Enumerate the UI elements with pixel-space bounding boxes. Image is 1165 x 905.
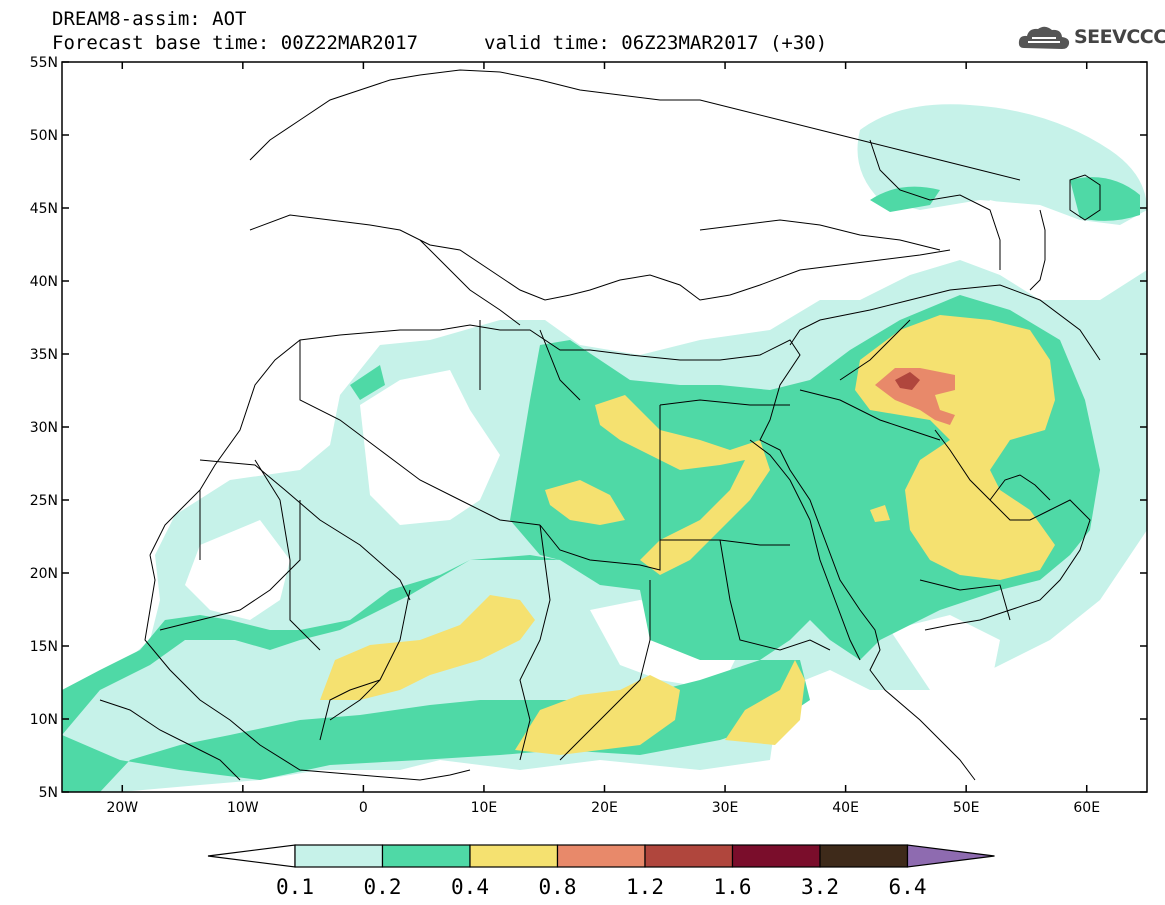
coastlines-borders	[99, 69, 1101, 781]
latitude-axis: 5N 10N 15N 20N 25N 30N 35N 40N 45N 50N 55N	[30, 55, 1147, 801]
colorbar-lower-arrow	[207, 844, 296, 868]
lat-tick-label: 55N	[30, 55, 58, 71]
lat-tick-label: 50N	[30, 128, 58, 144]
aot-field	[62, 69, 1147, 792]
valid-time: valid time: 06Z23MAR2017 (+30)	[484, 32, 828, 54]
colorbar-label: 0.1	[276, 875, 314, 899]
lat-tick-label: 35N	[30, 347, 58, 363]
colorbar-label: 1.2	[626, 875, 664, 899]
aot-band-0.8	[875, 368, 955, 425]
lon-tick-label: 20W	[106, 800, 138, 816]
colorbar-segment	[819, 844, 909, 868]
aot-band-1.2	[895, 372, 920, 390]
colorbar: 0.1 0.2 0.4 0.8 1.2 1.6 3.2 6.4	[207, 844, 995, 899]
lat-tick-label: 20N	[30, 566, 58, 582]
lon-tick-label: 40E	[832, 800, 859, 816]
lat-tick-label: 10N	[30, 712, 58, 728]
colorbar-label: 3.2	[801, 875, 839, 899]
colorbar-segment	[731, 844, 821, 868]
colorbar-segment	[294, 844, 384, 868]
logo-text: SEEVCCC	[1074, 26, 1165, 48]
colorbar-label: 0.2	[364, 875, 402, 899]
colorbar-label: 0.8	[539, 875, 577, 899]
lon-tick-label: 60E	[1073, 800, 1100, 816]
colorbar-label: 0.4	[451, 875, 489, 899]
colorbar-label: 1.6	[714, 875, 752, 899]
aot-clear-areas	[185, 200, 1080, 690]
colorbar-upper-arrow	[906, 844, 995, 868]
colorbar-segment	[644, 844, 734, 868]
seevccc-logo: SEEVCCC	[1016, 20, 1165, 60]
colorbar-segment	[469, 844, 559, 868]
longitude-axis: 20W 10W 0 10E 20E 30E 40E 50E 60E	[106, 62, 1100, 816]
lon-tick-label: 10E	[471, 800, 498, 816]
lon-tick-label: 50E	[953, 800, 980, 816]
lon-tick-label: 30E	[712, 800, 739, 816]
lat-tick-label: 5N	[39, 785, 58, 801]
chart-title: DREAM8-assim: AOT	[52, 8, 247, 30]
lat-tick-label: 15N	[30, 639, 58, 655]
colorbar-segment	[381, 844, 471, 868]
colorbar-label: 6.4	[889, 875, 927, 899]
lat-tick-label: 30N	[30, 420, 58, 436]
lon-tick-label: 20E	[591, 800, 618, 816]
colorbar-segment	[556, 844, 646, 868]
lat-tick-label: 25N	[30, 493, 58, 509]
lat-tick-label: 40N	[30, 274, 58, 290]
lat-tick-label: 45N	[30, 201, 58, 217]
forecast-base-time: Forecast base time: 00Z22MAR2017	[52, 32, 419, 54]
lon-tick-label: 0	[359, 800, 368, 816]
lon-tick-label: 10W	[227, 800, 259, 816]
cloud-icon	[1018, 26, 1070, 49]
